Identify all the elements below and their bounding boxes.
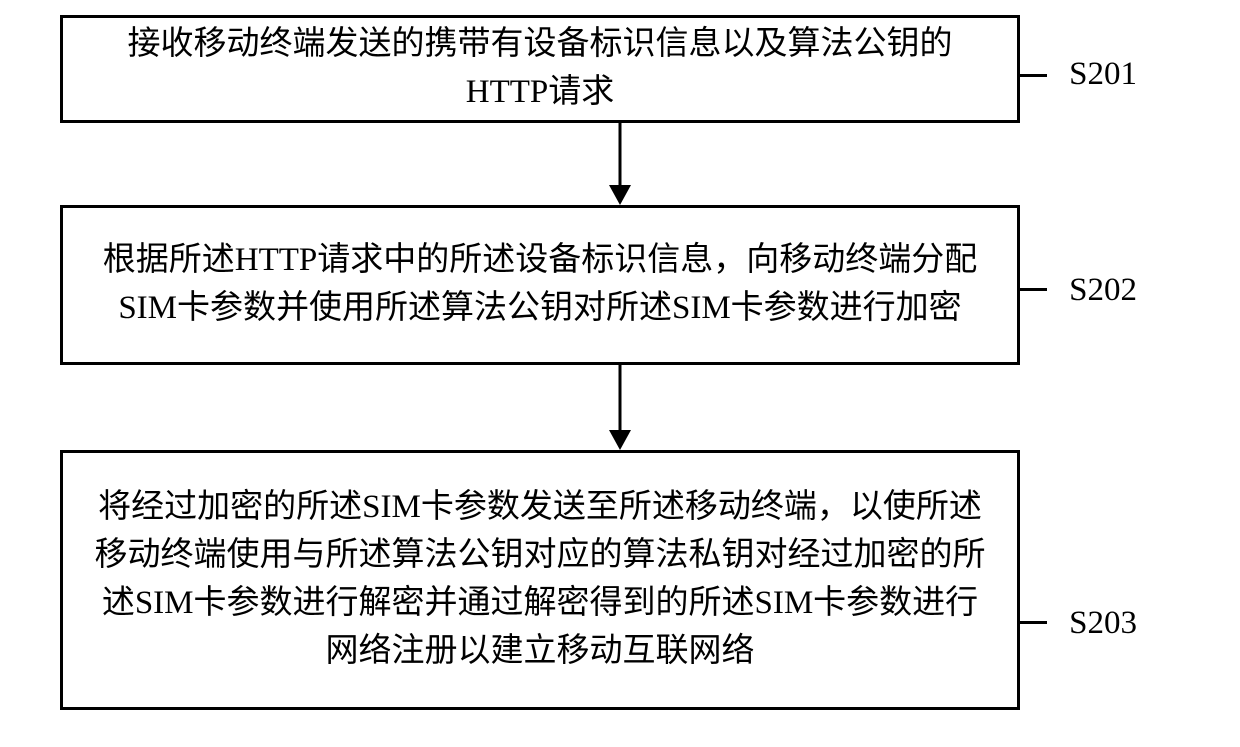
node-label: S201 [1069,56,1137,93]
node-label: S203 [1069,605,1137,642]
flowchart-arrowhead [609,185,631,205]
node-label: S202 [1069,272,1137,309]
label-tick [1017,621,1047,624]
flowchart-node-s203: 将经过加密的所述SIM卡参数发送至所述移动终端，以使所述移动终端使用与所述算法公… [60,450,1020,710]
node-text: 接收移动终端发送的携带有设备标识信息以及算法公钥的HTTP请求 [93,21,987,117]
flowchart-arrowhead [609,430,631,450]
flowchart-edge [619,123,622,185]
label-tick [1017,288,1047,291]
label-tick [1017,74,1047,77]
flowchart-edge [619,365,622,430]
flowchart-node-s202: 根据所述HTTP请求中的所述设备标识信息，向移动终端分配SIM卡参数并使用所述算… [60,205,1020,365]
node-text: 将经过加密的所述SIM卡参数发送至所述移动终端，以使所述移动终端使用与所述算法公… [93,484,987,675]
flowchart-node-s201: 接收移动终端发送的携带有设备标识信息以及算法公钥的HTTP请求 S201 [60,15,1020,123]
node-text: 根据所述HTTP请求中的所述设备标识信息，向移动终端分配SIM卡参数并使用所述算… [93,237,987,333]
